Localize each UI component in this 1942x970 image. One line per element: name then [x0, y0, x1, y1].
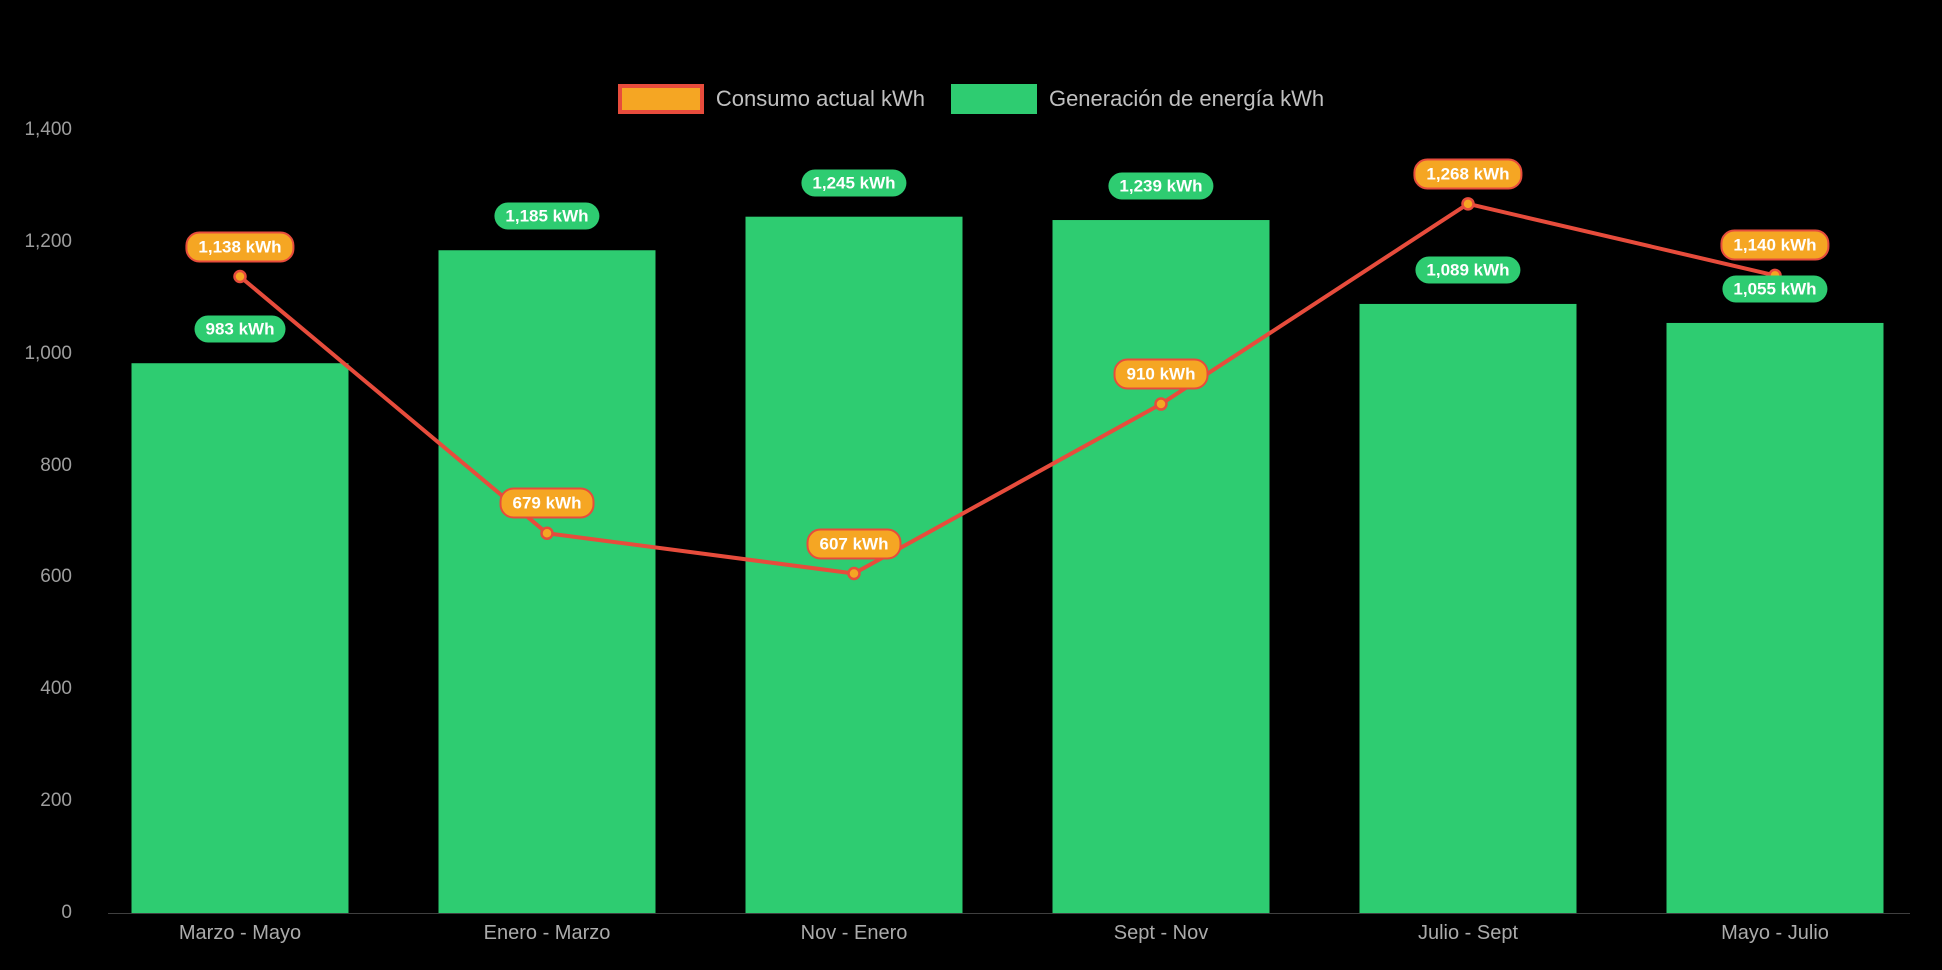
legend-item-generation[interactable]: Generación de energía kWh: [950, 84, 1325, 114]
generation-bar-3[interactable]: [1052, 220, 1270, 914]
consumption-line: [238, 201, 1777, 576]
consumption-point-1[interactable]: [540, 526, 554, 540]
generation-legend-swatch-icon: [950, 84, 1037, 114]
chart-legend: Consumo actual kWh Generación de energía…: [0, 84, 1942, 114]
consumption-legend-swatch-icon: [617, 84, 704, 114]
generation-bar-5[interactable]: [1666, 322, 1884, 913]
generation-bar-4[interactable]: [1359, 303, 1577, 913]
generation-bar-0[interactable]: [131, 363, 349, 913]
consumption-point-0[interactable]: [233, 269, 247, 284]
generation-legend-label: Generación de energía kWh: [1048, 86, 1325, 111]
consumption-point-3[interactable]: [1154, 397, 1168, 411]
consumption-point-2[interactable]: [847, 566, 861, 581]
legend-item-consumption[interactable]: Consumo actual kWh: [617, 84, 925, 114]
consumption-point-5[interactable]: [1768, 268, 1782, 283]
consumption-point-4[interactable]: [1461, 197, 1475, 211]
consumption-legend-label: Consumo actual kWh: [715, 86, 925, 111]
generation-bar-1[interactable]: [438, 250, 656, 913]
